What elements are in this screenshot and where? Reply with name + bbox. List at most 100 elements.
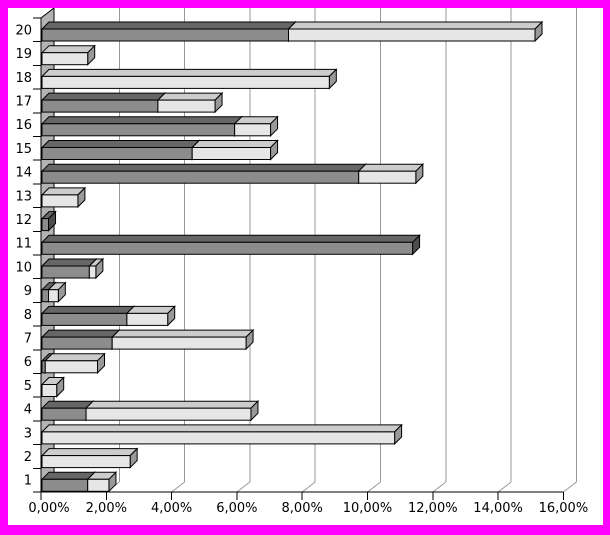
- gridline-foot: [171, 481, 185, 493]
- gridline-foot: [236, 481, 251, 493]
- bar-top-face[interactable]: [40, 140, 201, 148]
- bar-front-face[interactable]: [87, 478, 110, 492]
- y-axis-label: 18: [15, 71, 32, 86]
- bar-top-face[interactable]: [40, 45, 96, 54]
- bar-front-face[interactable]: [111, 336, 247, 350]
- bar-category-15-series-light[interactable]: [190, 139, 279, 161]
- y-axis-label: 15: [15, 142, 32, 157]
- bar-front-face[interactable]: [41, 99, 159, 113]
- y-axis-label: 8: [24, 308, 32, 323]
- bar-category-3-series-light[interactable]: [40, 423, 403, 446]
- bar-front-face[interactable]: [41, 265, 90, 279]
- gridline-foot: [432, 481, 447, 493]
- bar-front-face[interactable]: [41, 123, 236, 137]
- bar-category-8-series-light[interactable]: [125, 305, 176, 327]
- bar-front-face[interactable]: [41, 289, 50, 303]
- bar-top-face[interactable]: [40, 424, 403, 433]
- bar-front-face[interactable]: [41, 312, 128, 326]
- bar-front-face[interactable]: [126, 312, 169, 326]
- bar-top-face[interactable]: [40, 21, 297, 30]
- bar-top-face[interactable]: [40, 234, 421, 243]
- bar-top-face[interactable]: [40, 92, 167, 101]
- bar-category-10-series-dark[interactable]: [40, 257, 98, 280]
- bar-front-face[interactable]: [191, 147, 272, 160]
- bar-front-face[interactable]: [288, 28, 536, 42]
- bar-category-16-series-dark[interactable]: [40, 115, 243, 138]
- bar-front-face[interactable]: [41, 431, 396, 445]
- bar-category-14-series-light[interactable]: [357, 162, 425, 185]
- bar-category-17-series-dark[interactable]: [40, 91, 167, 114]
- bar-top-face[interactable]: [40, 471, 96, 480]
- x-axis-label: 0,00%: [28, 501, 69, 516]
- bar-category-11-series-dark[interactable]: [40, 234, 421, 256]
- bar-front-face[interactable]: [41, 455, 131, 469]
- bar-category-13-series-light[interactable]: [40, 186, 87, 209]
- bar-top-face[interactable]: [44, 353, 106, 362]
- bar-front-face[interactable]: [41, 52, 89, 66]
- bar-front-face[interactable]: [358, 170, 417, 184]
- bar-category-12-series-dark[interactable]: [40, 210, 57, 232]
- bar-front-face[interactable]: [41, 147, 193, 160]
- bar-front-face[interactable]: [41, 218, 50, 232]
- bar-front-face[interactable]: [41, 75, 330, 89]
- bar-top-face[interactable]: [156, 92, 224, 101]
- bar-front-face[interactable]: [41, 407, 87, 421]
- bar-top-face[interactable]: [40, 305, 136, 314]
- x-axis-label: 12,00%: [408, 501, 458, 516]
- bar-front-face[interactable]: [88, 265, 97, 279]
- bar-category-2-series-light[interactable]: [40, 447, 139, 469]
- y-axis-label: 19: [15, 47, 32, 62]
- bar-top-face[interactable]: [40, 329, 121, 338]
- bar-front-face[interactable]: [157, 99, 216, 113]
- bar-top-face[interactable]: [40, 258, 98, 267]
- bar-front-face[interactable]: [85, 407, 252, 421]
- bar-category-20-series-dark[interactable]: [40, 20, 297, 43]
- y-axis-label: 2: [24, 450, 32, 465]
- bar-top-face[interactable]: [287, 21, 544, 30]
- bar-category-16-series-light[interactable]: [233, 115, 279, 138]
- bar-top-face[interactable]: [84, 400, 260, 409]
- bar-front-face[interactable]: [41, 28, 290, 42]
- bar-top-face[interactable]: [40, 68, 338, 77]
- bar-front-face[interactable]: [41, 194, 79, 208]
- bar-top-face[interactable]: [125, 305, 176, 314]
- bar-category-15-series-dark[interactable]: [40, 139, 201, 161]
- bar-category-1-series-dark[interactable]: [40, 471, 96, 493]
- bar-top-face[interactable]: [40, 448, 139, 457]
- bar-category-14-series-dark[interactable]: [40, 162, 367, 185]
- bar-category-10-series-light[interactable]: [88, 257, 105, 280]
- bar-category-20-series-light[interactable]: [287, 20, 544, 43]
- bar-front-face[interactable]: [44, 360, 99, 374]
- bar-category-6-series-light[interactable]: [44, 352, 106, 375]
- bar-category-5-series-light[interactable]: [40, 376, 65, 398]
- bar-front-face[interactable]: [41, 336, 113, 350]
- bar-category-8-series-dark[interactable]: [40, 305, 136, 327]
- bar-top-face[interactable]: [357, 163, 425, 172]
- y-axis-label: 1: [24, 474, 32, 489]
- bar-front-face[interactable]: [41, 241, 414, 255]
- bar-top-face[interactable]: [190, 140, 279, 148]
- bar-category-17-series-light[interactable]: [156, 91, 224, 114]
- bar-front-face[interactable]: [41, 478, 89, 492]
- x-axis-label: 8,00%: [282, 501, 323, 516]
- bar-category-4-series-dark[interactable]: [40, 399, 95, 422]
- bar-top-face[interactable]: [110, 329, 255, 338]
- bar-front-face[interactable]: [41, 170, 360, 184]
- gridline-foot: [563, 481, 577, 493]
- bar-category-7-series-light[interactable]: [110, 328, 255, 351]
- bar-front-face[interactable]: [41, 384, 58, 397]
- bar-category-7-series-dark[interactable]: [40, 328, 121, 351]
- bar-category-4-series-light[interactable]: [84, 399, 260, 422]
- bar-category-1-series-light[interactable]: [86, 471, 118, 493]
- bar-front-face[interactable]: [234, 123, 272, 137]
- bar-top-face[interactable]: [40, 400, 95, 409]
- bar-top-face[interactable]: [40, 163, 367, 172]
- x-axis-label: 6,00%: [216, 501, 257, 516]
- bar-category-9-series-light[interactable]: [47, 281, 67, 303]
- bar-category-18-series-light[interactable]: [40, 68, 338, 90]
- bar-front-face[interactable]: [48, 289, 59, 303]
- bar-category-19-series-light[interactable]: [40, 44, 96, 66]
- bar-top-face[interactable]: [40, 116, 243, 125]
